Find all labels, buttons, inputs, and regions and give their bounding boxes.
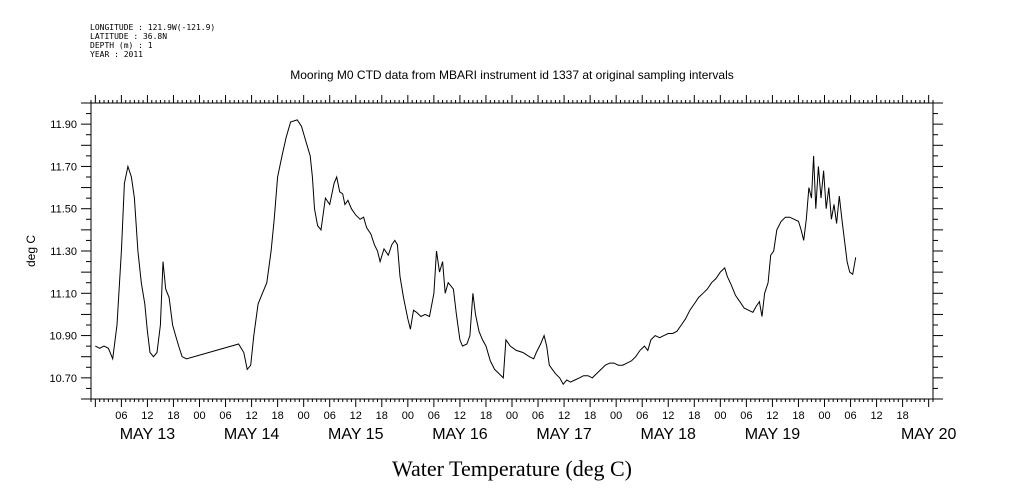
x-hour-tick-label: 18 xyxy=(376,410,388,422)
x-hour-tick-label: 12 xyxy=(245,410,257,422)
y-axis-label: deg C xyxy=(24,235,38,267)
x-hour-tick-label: 18 xyxy=(584,410,596,422)
y-tick-label: 10.70 xyxy=(49,373,77,385)
x-hour-tick-label: 06 xyxy=(740,410,752,422)
water-temperature-line xyxy=(95,119,857,386)
x-hour-tick-label: 12 xyxy=(350,410,362,422)
x-hour-tick-label: 00 xyxy=(402,410,414,422)
y-tick-label: 11.90 xyxy=(50,119,77,131)
latitude-label: LATITUDE : 36.8N xyxy=(90,32,167,41)
plot-frame xyxy=(90,102,934,400)
x-hour-tick-label: 00 xyxy=(193,410,205,422)
x-day-label: MAY 13 xyxy=(120,426,176,443)
x-hour-tick-label: 18 xyxy=(792,410,804,422)
x-day-label: MAY 20 xyxy=(901,426,957,443)
x-day-label: MAY 14 xyxy=(224,426,280,443)
x-hour-tick-label: 18 xyxy=(896,410,908,422)
x-hour-tick-label: 18 xyxy=(688,410,700,422)
header-metadata: LONGITUDE : 121.9W(-121.9) LATITUDE : 36… xyxy=(90,23,215,59)
year-label: YEAR : 2011 xyxy=(90,50,143,59)
x-hour-tick-label: 00 xyxy=(298,410,310,422)
x-axis-label: Water Temperature (deg C) xyxy=(392,456,632,481)
y-tick-label: 11.70 xyxy=(50,161,77,173)
longitude-label: LONGITUDE : 121.9W(-121.9) xyxy=(90,23,215,32)
x-hour-tick-label: 06 xyxy=(219,410,231,422)
x-hour-tick-label: 12 xyxy=(870,410,882,422)
x-day-label: MAY 16 xyxy=(432,426,488,443)
x-hour-tick-label: 18 xyxy=(167,410,179,422)
x-day-label: MAY 19 xyxy=(745,426,801,443)
y-tick-label: 10.90 xyxy=(49,331,77,343)
x-hour-tick-label: 06 xyxy=(636,410,648,422)
x-hour-tick-label: 12 xyxy=(558,410,570,422)
x-day-label: MAY 17 xyxy=(536,426,592,443)
x-hour-tick-label: 12 xyxy=(662,410,674,422)
x-hour-tick-label: 06 xyxy=(324,410,336,422)
x-hour-tick-label: 00 xyxy=(506,410,518,422)
x-hour-tick-label: 00 xyxy=(714,410,726,422)
x-hour-tick-label: 00 xyxy=(610,410,622,422)
x-day-label: MAY 15 xyxy=(328,426,384,443)
x-hour-tick-label: 12 xyxy=(766,410,778,422)
y-tick-label: 11.30 xyxy=(50,246,77,258)
x-hour-tick-label: 18 xyxy=(480,410,492,422)
x-hour-tick-label: 18 xyxy=(272,410,284,422)
y-tick-label: 11.10 xyxy=(50,288,77,300)
x-day-label: MAY 18 xyxy=(641,426,697,443)
x-hour-tick-label: 06 xyxy=(428,410,440,422)
x-hour-tick-label: 12 xyxy=(141,410,153,422)
y-tick-label: 11.50 xyxy=(50,204,77,216)
x-hour-tick-label: 06 xyxy=(532,410,544,422)
x-hour-tick-label: 00 xyxy=(818,410,830,422)
x-hour-tick-label: 06 xyxy=(844,410,856,422)
x-hour-tick-label: 12 xyxy=(454,410,466,422)
chart-title: Mooring M0 CTD data from MBARI instrumen… xyxy=(290,68,734,82)
axis-tick-labels: 06 12 18 00 06 12 18 00 06 12 18 00 06 12 18 00 06 12 18 00… xyxy=(49,119,956,443)
depth-label: DEPTH (m) : 1 xyxy=(90,41,153,50)
x-hour-tick-label: 06 xyxy=(115,410,127,422)
axis-ticks xyxy=(81,95,943,407)
